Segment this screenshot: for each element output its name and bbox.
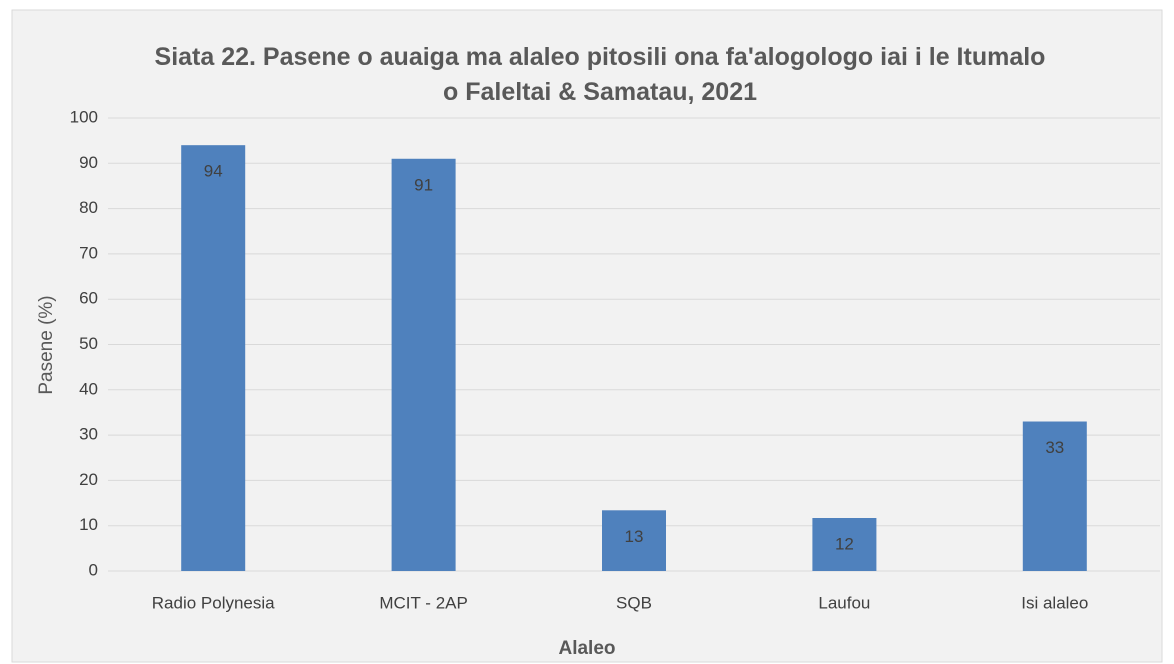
x-tick-label: SQB bbox=[616, 593, 652, 612]
y-tick-label: 100 bbox=[70, 107, 98, 126]
y-tick-label: 10 bbox=[79, 515, 98, 534]
x-tick-label: Laufou bbox=[818, 593, 870, 612]
bar bbox=[391, 158, 456, 571]
bar bbox=[812, 517, 877, 571]
x-axis-label: Alaleo bbox=[558, 638, 615, 659]
x-tick-label: MCIT - 2AP bbox=[379, 593, 467, 612]
y-tick-label: 70 bbox=[79, 243, 98, 262]
bar bbox=[181, 145, 246, 571]
y-tick-label: 30 bbox=[79, 425, 98, 444]
data-label: 12 bbox=[835, 534, 854, 553]
y-tick-label: 40 bbox=[79, 379, 98, 398]
chart-title: Siata 22. Pasene o auaiga ma alaleo pito… bbox=[154, 43, 1046, 106]
y-tick-label: 20 bbox=[79, 470, 98, 489]
bar bbox=[602, 510, 666, 571]
bar bbox=[1022, 421, 1087, 571]
y-tick-label: 50 bbox=[79, 334, 98, 353]
data-label: 91 bbox=[414, 175, 433, 194]
y-axis-label: Pasene (%) bbox=[36, 295, 57, 394]
data-label: 33 bbox=[1045, 438, 1064, 457]
x-tick-label: Radio Polynesia bbox=[152, 593, 275, 612]
data-label: 94 bbox=[204, 162, 223, 181]
y-tick-label: 80 bbox=[79, 198, 98, 217]
y-tick-label: 90 bbox=[79, 153, 98, 172]
y-tick-label: 60 bbox=[79, 289, 98, 308]
x-tick-label: Isi alaleo bbox=[1021, 593, 1088, 612]
data-label: 13 bbox=[625, 527, 644, 546]
y-tick-label: 0 bbox=[89, 560, 98, 579]
